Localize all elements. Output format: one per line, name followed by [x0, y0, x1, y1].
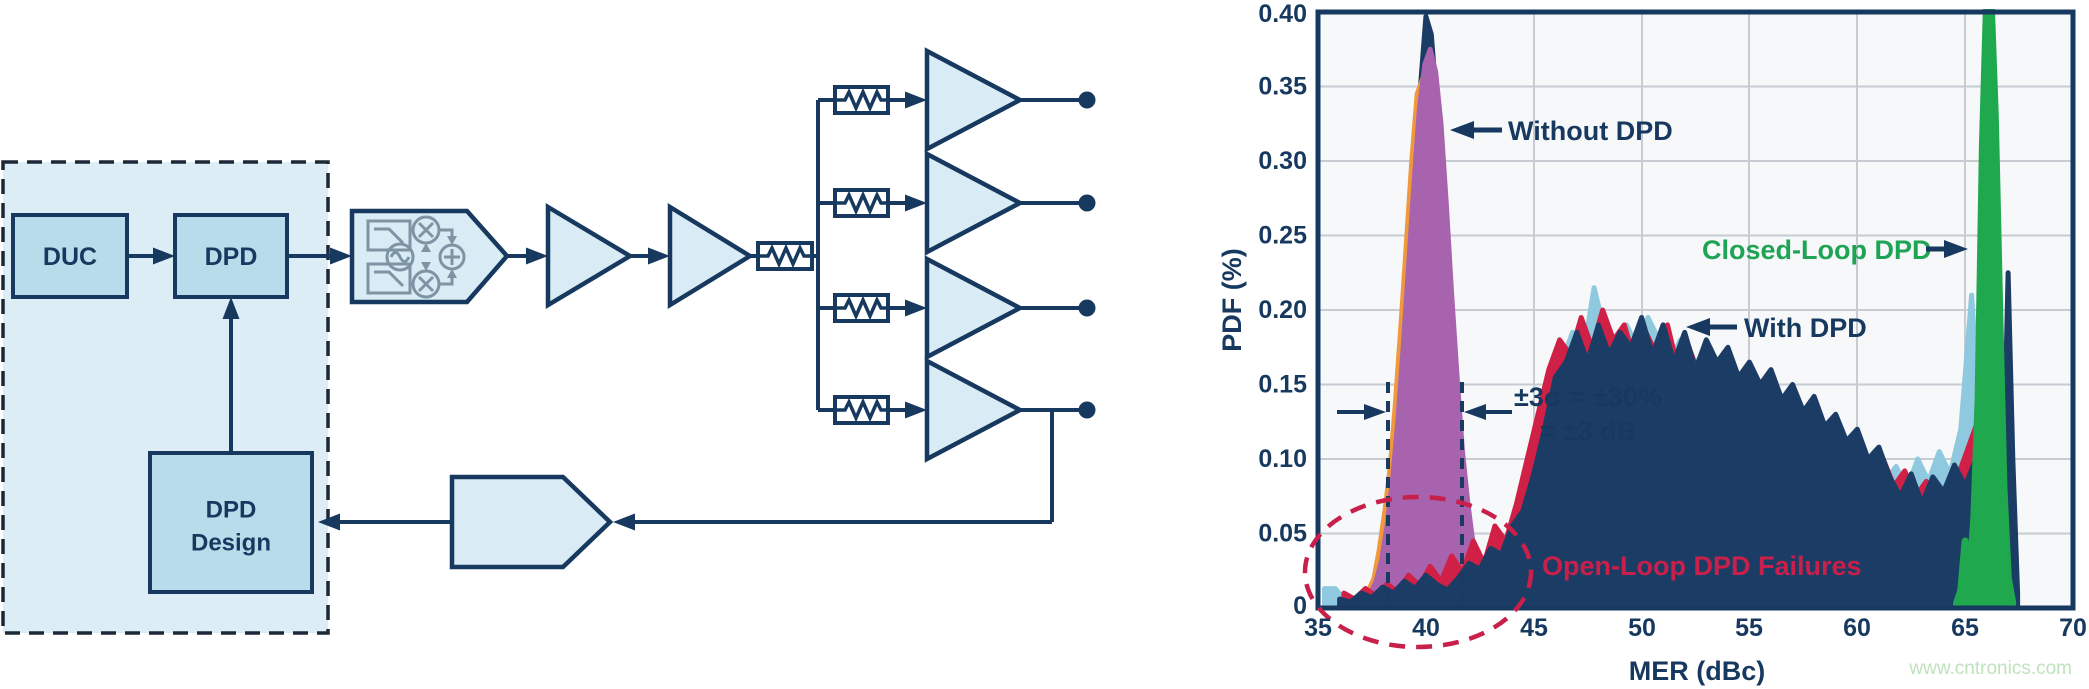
modulator-mini-arrows: [421, 236, 457, 278]
x-axis-title: MER (dBc): [1629, 656, 1766, 686]
watermark: www.cntronics.com: [1908, 658, 2072, 679]
y-tick-label: 0.15: [1258, 371, 1307, 399]
arrow-duc-to-dpd: [153, 247, 175, 265]
y-tick-label: 0.40: [1258, 0, 1307, 28]
y-tick-label: 0.30: [1258, 147, 1307, 175]
arrow-feedback-to-adc: [613, 513, 635, 531]
amplifier-icon: [924, 150, 1025, 256]
closed-loop-label: Closed-Loop DPD: [1702, 235, 1932, 265]
arrow-branch2: [905, 194, 927, 212]
y-axis-title: PDF (%): [1217, 248, 1247, 352]
x-tick-label: 70: [2059, 614, 2087, 642]
arrow-dpd-to-modulator: [330, 247, 352, 265]
y-tick-label: 0.20: [1258, 296, 1307, 324]
x-tick-label: 60: [1843, 614, 1871, 642]
sigma-annotation-line1: ±3σ = ±30%: [1514, 382, 1662, 412]
x-tick-label: 35: [1304, 614, 1332, 642]
arrow-branch3: [905, 299, 927, 317]
x-tick-label: 50: [1628, 614, 1656, 642]
arrow-modulator-to-amp1: [526, 247, 548, 265]
dpd-design-label-line2: Design: [191, 530, 271, 557]
dpd-label: DPD: [205, 243, 258, 271]
amplifier-icon: [924, 47, 1025, 153]
amplifier-icon: [924, 357, 1025, 463]
dpd-design-block: [148, 451, 314, 594]
without-dpd-label: Without DPD: [1508, 116, 1673, 146]
antenna-ports: [1078, 91, 1096, 419]
y-tick-label: 0.10: [1258, 445, 1307, 473]
duc-label: DUC: [43, 243, 97, 271]
with-dpd-label: With DPD: [1744, 313, 1867, 343]
x-tick-label: 40: [1412, 614, 1440, 642]
sine-wave-icon: [389, 251, 411, 263]
histogram-series-layer: [1322, 9, 2021, 610]
x-axis-ticks: 35 40 45 50 55 60 65 70: [1304, 614, 2087, 642]
x-tick-label: 65: [1951, 614, 1979, 642]
oscillator-icon: [385, 242, 415, 272]
filter-curve-icon: [374, 270, 405, 288]
dpd-block-diagram: DUC DPD DPD Design: [1, 47, 1096, 635]
open-loop-label: Open-Loop DPD Failures: [1542, 551, 1862, 581]
y-tick-label: 0.05: [1258, 520, 1307, 548]
without-dpd-arrow: [1450, 121, 1474, 139]
pdf-mer-chart: ±3σ = ±30% = ±3 dB Open-Loop DPD Failure…: [1217, 0, 2087, 686]
arrow-amp1-to-amp2: [648, 247, 670, 265]
y-axis-ticks: 0.40 0.35 0.30 0.25 0.20 0.15 0.10 0.05 …: [1258, 0, 1307, 620]
sigma-annotation-line2: = ±3 dB: [1540, 416, 1637, 446]
closed-loop-arrow: [1944, 240, 1968, 258]
with-dpd-arrow: [1686, 318, 1710, 336]
duc-block: [11, 213, 129, 299]
amplifier-icon: [924, 255, 1025, 361]
output-port-dot: [1078, 194, 1096, 212]
y-tick-label: 0.25: [1258, 222, 1307, 250]
pa-array: [924, 47, 1025, 463]
arrow-design-to-dpd: [222, 297, 240, 319]
output-port-dot: [1078, 91, 1096, 109]
y-tick-label: 0.35: [1258, 73, 1307, 101]
series-closed-loop-dpd-green: [1953, 9, 2017, 610]
dpd-design-label-line1: DPD: [206, 497, 257, 524]
modulator-block: [349, 208, 510, 305]
diagram-arrowheads: [153, 91, 927, 531]
open-loop-failure-ellipse: [1302, 494, 1534, 650]
amplifier-icon: [545, 203, 635, 309]
amplifier-icon: [667, 202, 755, 310]
attenuators: [756, 85, 890, 425]
output-port-dot: [1078, 299, 1096, 317]
plot-border: [1315, 9, 2076, 611]
arrow-branch4: [905, 401, 927, 419]
x-tick-label: 55: [1735, 614, 1763, 642]
feedback-adc-block: [449, 474, 614, 570]
series-with-dpd-navy: [1337, 315, 2011, 610]
y-tick-label: 0: [1293, 592, 1307, 620]
arrow-branch1: [905, 91, 927, 109]
filter-curve-icon: [374, 227, 405, 245]
arrow-adc-to-design: [318, 513, 340, 531]
sigma-arrows: [1337, 404, 1512, 420]
x-tick-label: 45: [1520, 614, 1548, 642]
output-port-dot: [1078, 401, 1096, 419]
